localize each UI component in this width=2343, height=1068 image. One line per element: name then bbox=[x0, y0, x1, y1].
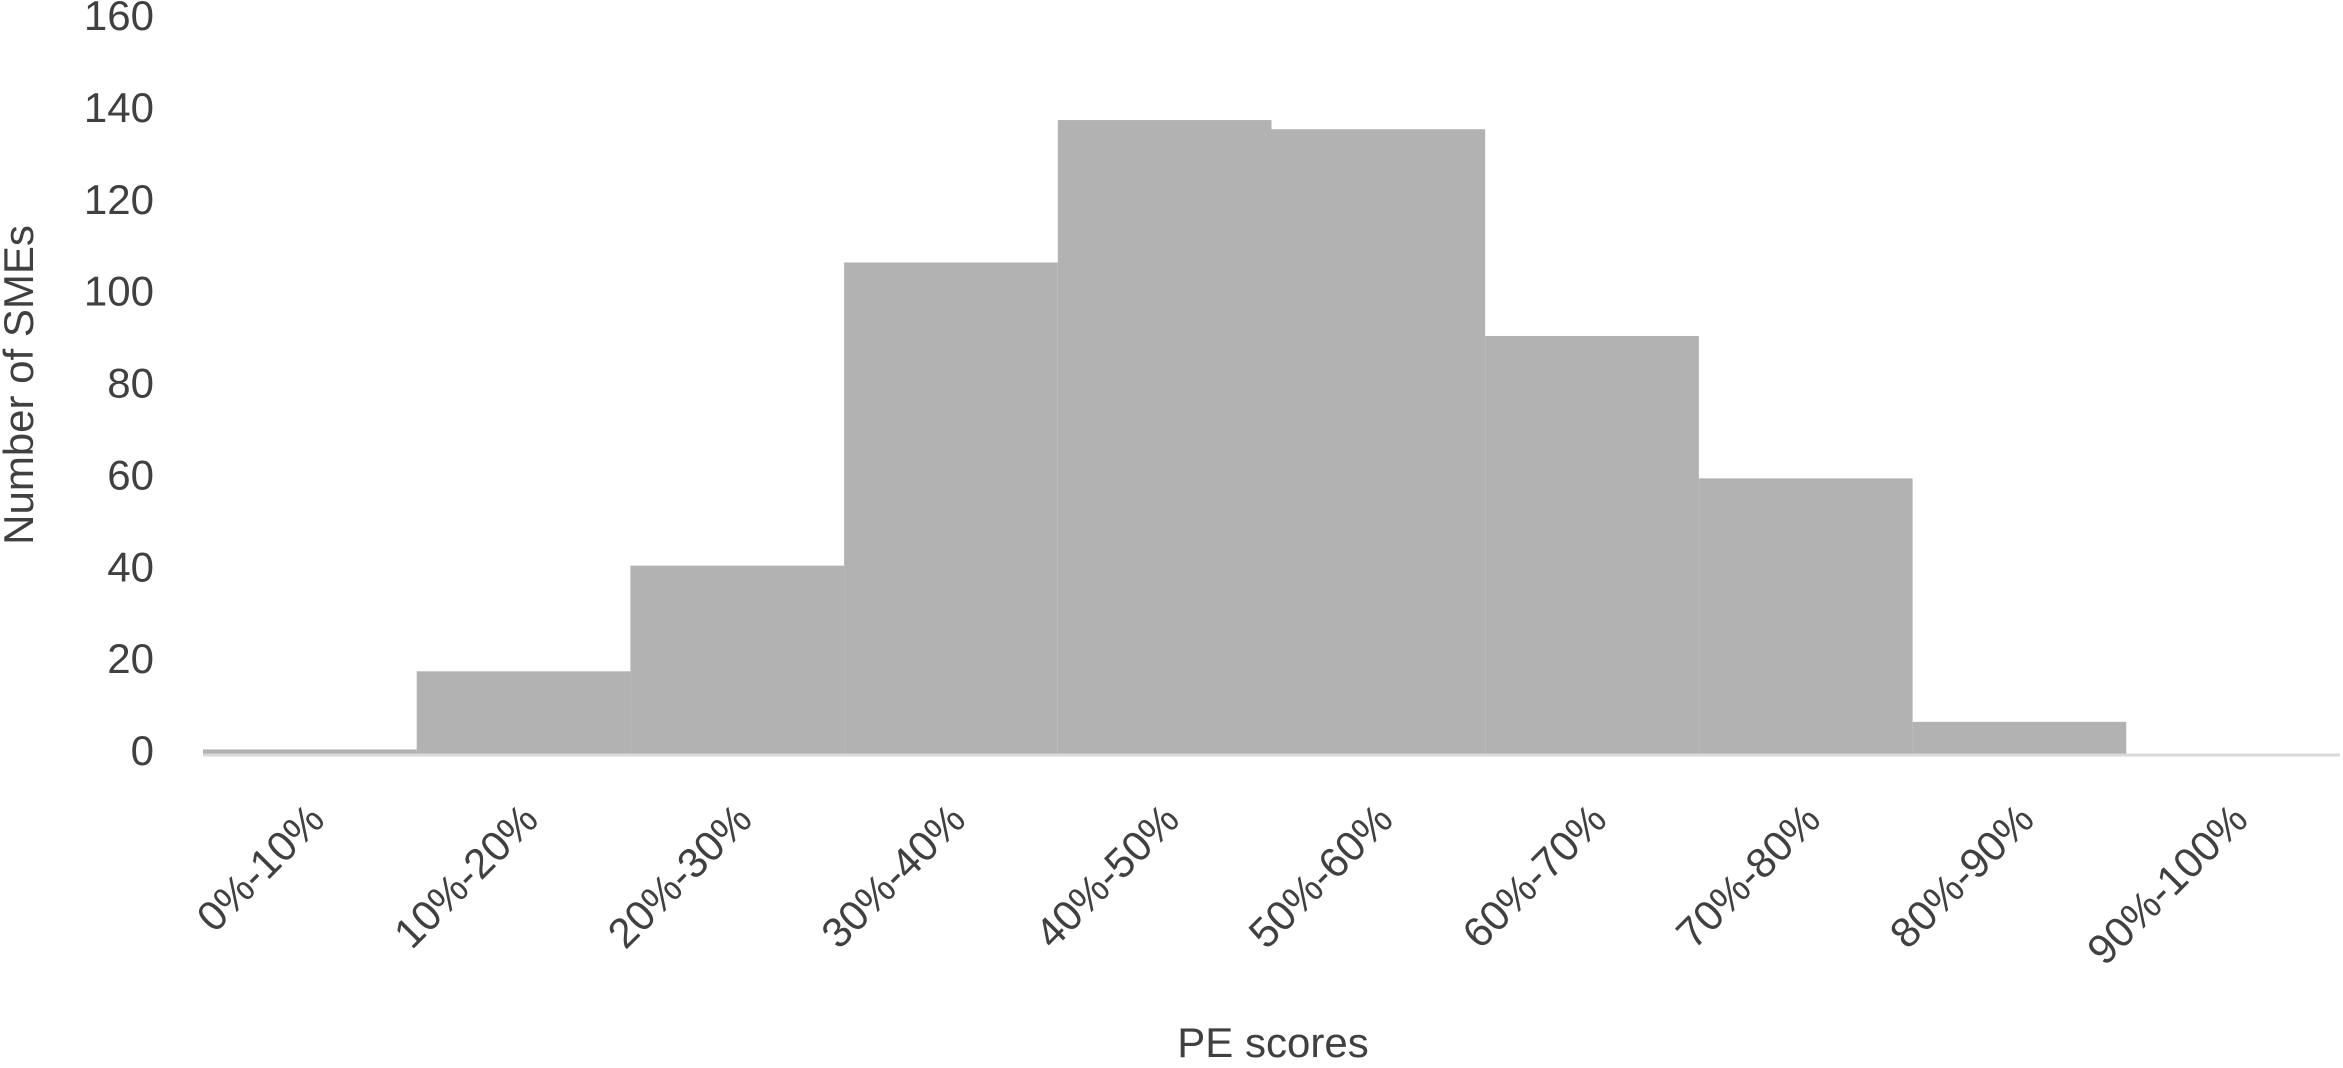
x-tick-label: 60%-70% bbox=[1453, 795, 1615, 957]
bar bbox=[1698, 478, 1913, 754]
bar bbox=[844, 262, 1058, 754]
bar bbox=[416, 671, 631, 754]
x-tick-label: 30%-40% bbox=[812, 795, 974, 957]
x-tick-label: 90%-100% bbox=[2078, 795, 2257, 974]
y-tick-label: 140 bbox=[84, 84, 154, 131]
x-tick-label: 50%-60% bbox=[1240, 795, 1402, 957]
x-axis-title: PE scores bbox=[1177, 1019, 1368, 1066]
y-tick-label: 120 bbox=[84, 176, 154, 223]
y-axis-title: Number of SMEs bbox=[0, 225, 42, 545]
y-tick-label: 80 bbox=[107, 360, 154, 407]
x-tick-label: 40%-50% bbox=[1026, 795, 1188, 957]
bar bbox=[1912, 721, 2127, 754]
y-tick-label: 0 bbox=[131, 727, 154, 774]
bar bbox=[1485, 335, 1699, 754]
y-tick-label: 100 bbox=[84, 268, 154, 315]
x-tick-label: 80%-90% bbox=[1881, 795, 2043, 957]
x-tick-label: 0%-10% bbox=[188, 795, 333, 940]
x-tick-label: 20%-30% bbox=[598, 795, 760, 957]
bar bbox=[1057, 120, 1272, 754]
y-tick-label: 40 bbox=[107, 543, 154, 590]
bar bbox=[630, 565, 845, 754]
y-tick-label: 20 bbox=[107, 635, 154, 682]
x-tick-label: 10%-20% bbox=[385, 795, 547, 957]
bar bbox=[203, 749, 417, 754]
bar bbox=[1271, 129, 1486, 754]
x-tick-label: 70%-80% bbox=[1667, 795, 1829, 957]
y-tick-label: 160 bbox=[84, 0, 154, 39]
y-tick-label: 60 bbox=[107, 451, 154, 498]
